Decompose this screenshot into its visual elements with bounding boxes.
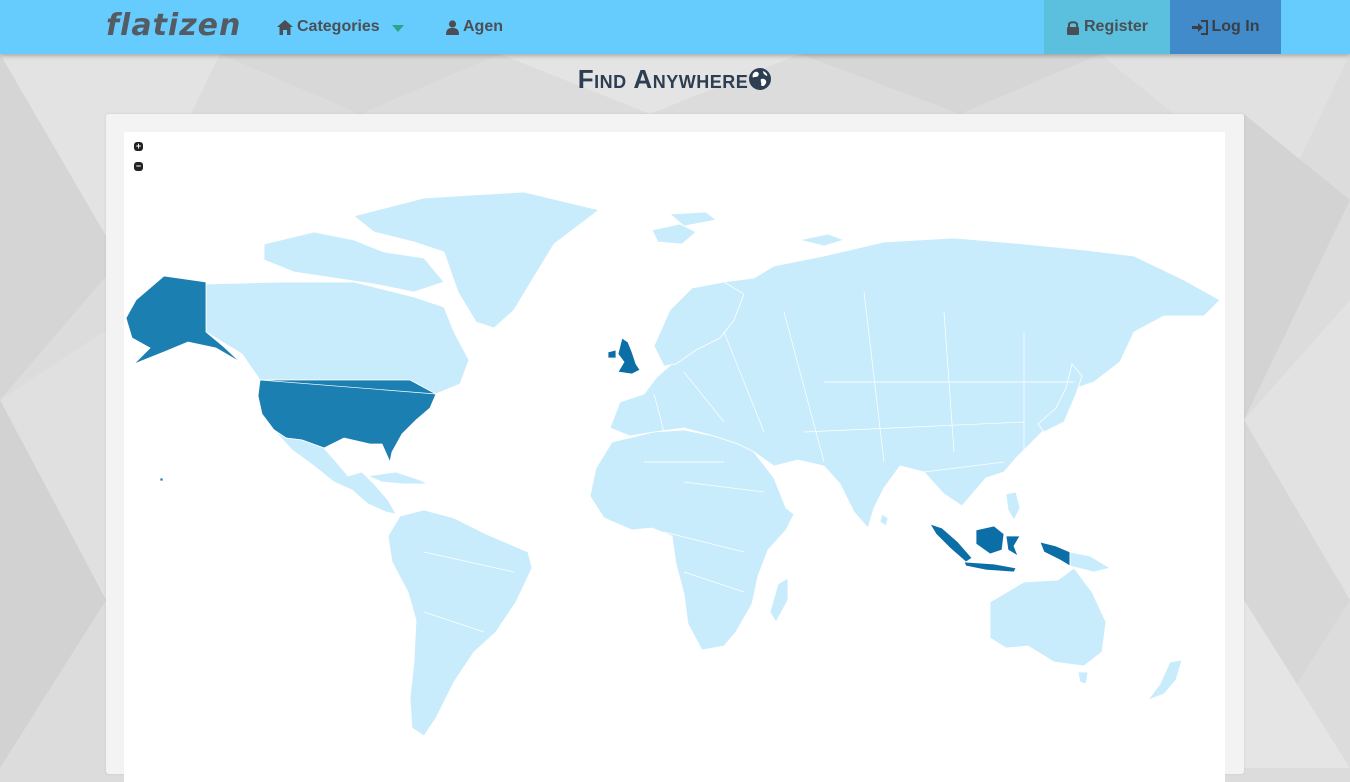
region-greenland	[353, 191, 600, 329]
zoom-in-button[interactable]: +	[134, 141, 143, 151]
login-button[interactable]: Log In	[1170, 0, 1281, 54]
nav-agen[interactable]: Agen	[446, 0, 503, 54]
navbar: flatizen Categories Agen Register Log In	[0, 0, 1350, 54]
region-sumatra	[929, 523, 973, 563]
region-philippines	[1005, 491, 1021, 521]
region-scandinavia	[653, 281, 745, 367]
brand-logo[interactable]: flatizen	[106, 8, 242, 43]
sign-in-icon	[1191, 19, 1208, 35]
region-australia	[989, 567, 1107, 667]
region-tasmania	[1077, 671, 1089, 685]
login-label: Log In	[1211, 18, 1260, 35]
home-icon	[277, 19, 293, 35]
nav-categories[interactable]: Categories	[277, 0, 404, 54]
globe-icon	[749, 68, 772, 90]
page-title: Find Anywhere	[0, 64, 1350, 95]
region-northern-ireland	[607, 349, 617, 359]
user-icon	[446, 19, 459, 35]
region-caribbean	[366, 471, 429, 485]
zoom-out-button[interactable]: −	[134, 161, 143, 171]
page-title-text: Find Anywhere	[577, 64, 749, 94]
region-mexico	[273, 429, 397, 515]
register-label: Register	[1083, 18, 1149, 35]
region-arctic-islands	[263, 231, 445, 293]
region-java	[963, 561, 1017, 573]
region-hawaii	[159, 477, 164, 482]
world-map-svg	[125, 191, 1221, 737]
map-panel: + −	[106, 114, 1244, 782]
region-new-zealand	[1146, 659, 1183, 701]
region-sri-lanka	[879, 513, 889, 527]
region-madagascar	[769, 577, 789, 623]
region-japan	[1037, 363, 1083, 433]
region-uk	[617, 337, 641, 375]
region-iceland	[651, 223, 697, 245]
chevron-down-icon	[391, 24, 404, 32]
register-button[interactable]: Register	[1044, 0, 1170, 54]
region-sulawesi	[1005, 535, 1021, 557]
region-papua	[1039, 541, 1071, 567]
region-canada	[205, 281, 470, 395]
nav-categories-label: Categories	[297, 18, 380, 35]
world-map[interactable]: + −	[124, 132, 1225, 782]
region-africa	[589, 429, 795, 651]
lock-icon	[1066, 20, 1079, 35]
region-png	[1069, 551, 1112, 573]
region-alaska	[125, 275, 241, 365]
region-borneo	[975, 525, 1005, 555]
nav-agen-label: Agen	[463, 18, 503, 35]
region-usa	[257, 379, 437, 464]
region-south-america	[387, 509, 533, 737]
region-arctic-russia-islands	[668, 211, 846, 247]
